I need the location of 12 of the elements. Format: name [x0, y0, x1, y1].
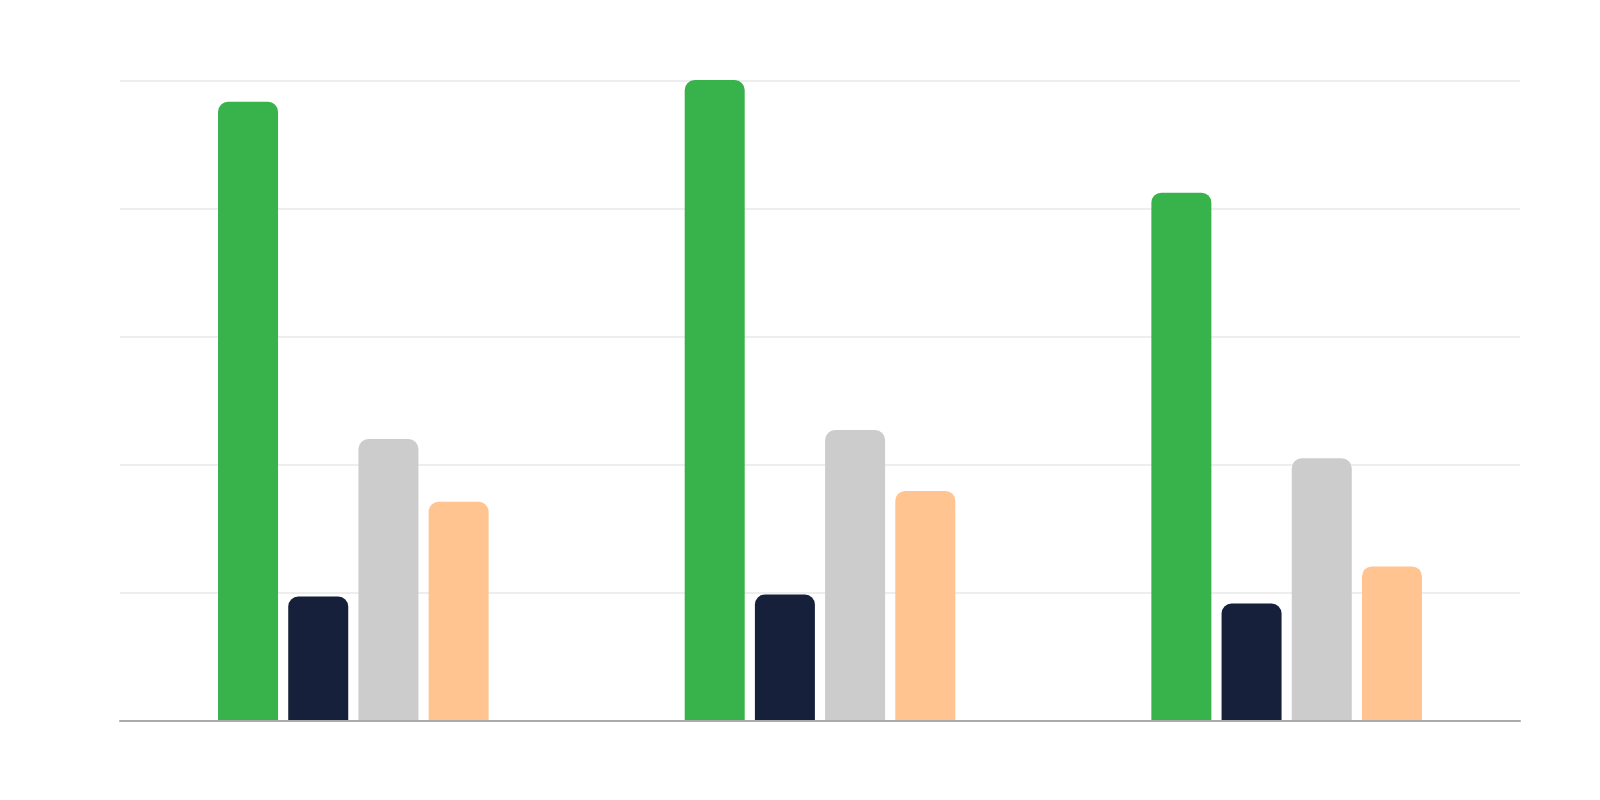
bar [1291, 458, 1352, 720]
bar [358, 439, 419, 720]
bar [1221, 603, 1282, 720]
bar [288, 596, 349, 720]
bar [895, 490, 956, 720]
bar [218, 101, 279, 720]
bar [684, 80, 745, 720]
bar [428, 501, 489, 720]
bar [1361, 566, 1422, 720]
bar [1151, 192, 1212, 720]
bar [825, 430, 886, 720]
bar [754, 594, 815, 720]
